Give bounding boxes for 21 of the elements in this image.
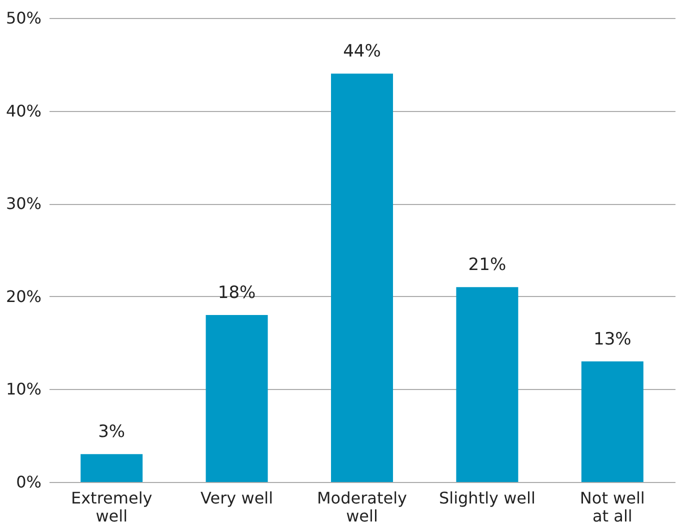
x-tick-label: Moderately well [316,488,408,526]
y-tick-label: 30% [6,194,42,214]
x-tick-label: Very well [200,488,274,508]
y-tick-label: 10% [6,380,42,399]
y-tick-label: 50% [6,8,42,28]
bar [80,454,143,482]
data-label: 44% [343,42,381,62]
bar [206,314,268,482]
x-tick-label: Not well at all [580,488,645,526]
data-label: 18% [218,282,256,303]
data-label: 13% [594,329,632,350]
y-tick-label: 40% [6,101,42,120]
bar [581,361,644,482]
bar [331,74,393,482]
x-tick-label: Slightly well [438,488,536,508]
x-tick-label: Extremely well [70,488,152,526]
data-label: 3% [98,422,126,442]
y-tick-label: 0% [16,472,42,492]
bar [456,287,518,482]
y-tick-label: 20% [6,286,42,306]
data-label: 21% [468,255,506,276]
